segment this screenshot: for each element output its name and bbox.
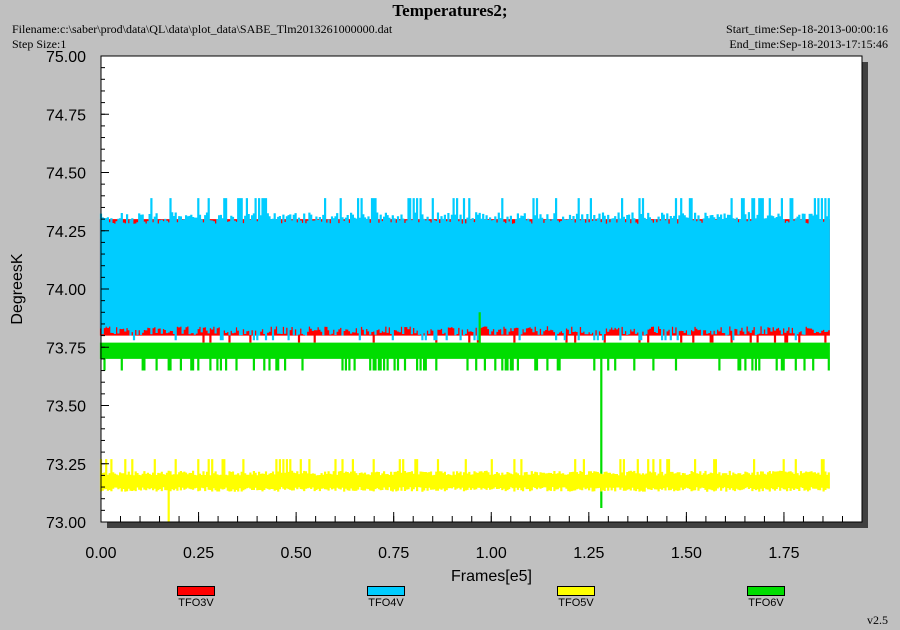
legend-label: TFO5V (558, 597, 594, 609)
y-tick-label: 74.25 (46, 224, 86, 241)
x-tick-label: 1.50 (671, 545, 702, 562)
chart-title: Temperatures2; (392, 1, 508, 20)
legend-item-tfo4v: TFO4V (346, 586, 426, 609)
legend-swatch (367, 586, 405, 596)
legend-swatch (747, 586, 785, 596)
y-axis-label: DegreesK (9, 253, 26, 324)
x-tick-label: 0.25 (183, 545, 214, 562)
x-tick-label: 0.50 (281, 545, 312, 562)
legend-label: TFO6V (748, 597, 784, 609)
filename-text: Filename:c:\saber\prod\data\QL\data\plot… (12, 22, 393, 36)
x-tick-label: 0.75 (378, 545, 409, 562)
y-tick-label: 73.00 (46, 515, 86, 532)
y-tick-label: 74.00 (46, 282, 86, 299)
legend-swatch (557, 586, 595, 596)
x-tick-label: 1.25 (573, 545, 604, 562)
x-tick-label: 1.00 (476, 545, 507, 562)
x-tick-label: 1.75 (768, 545, 799, 562)
x-tick-label: 0.00 (85, 545, 116, 562)
end-time-text: End_time:Sep-18-2013-17:15:46 (729, 37, 888, 51)
legend-item-tfo5v: TFO5V (536, 586, 616, 609)
y-tick-label: 75.00 (46, 49, 86, 66)
step-size-text: Step Size:1 (12, 37, 67, 51)
legend-label: TFO4V (368, 597, 404, 609)
y-tick-label: 73.75 (46, 340, 86, 357)
y-tick-label: 74.75 (46, 107, 86, 124)
y-tick-label: 73.50 (46, 399, 86, 416)
legend-label: TFO3V (178, 597, 214, 609)
x-axis-label: Frames[e5] (451, 568, 532, 585)
version-label: v2.5 (867, 613, 888, 627)
legend-swatch (177, 586, 215, 596)
legend-item-tfo6v: TFO6V (726, 586, 806, 609)
y-tick-label: 73.25 (46, 457, 86, 474)
legend-item-tfo3v: TFO3V (156, 586, 236, 609)
y-tick-label: 74.50 (46, 166, 86, 183)
start-time-text: Start_time:Sep-18-2013-00:00:16 (726, 22, 888, 36)
